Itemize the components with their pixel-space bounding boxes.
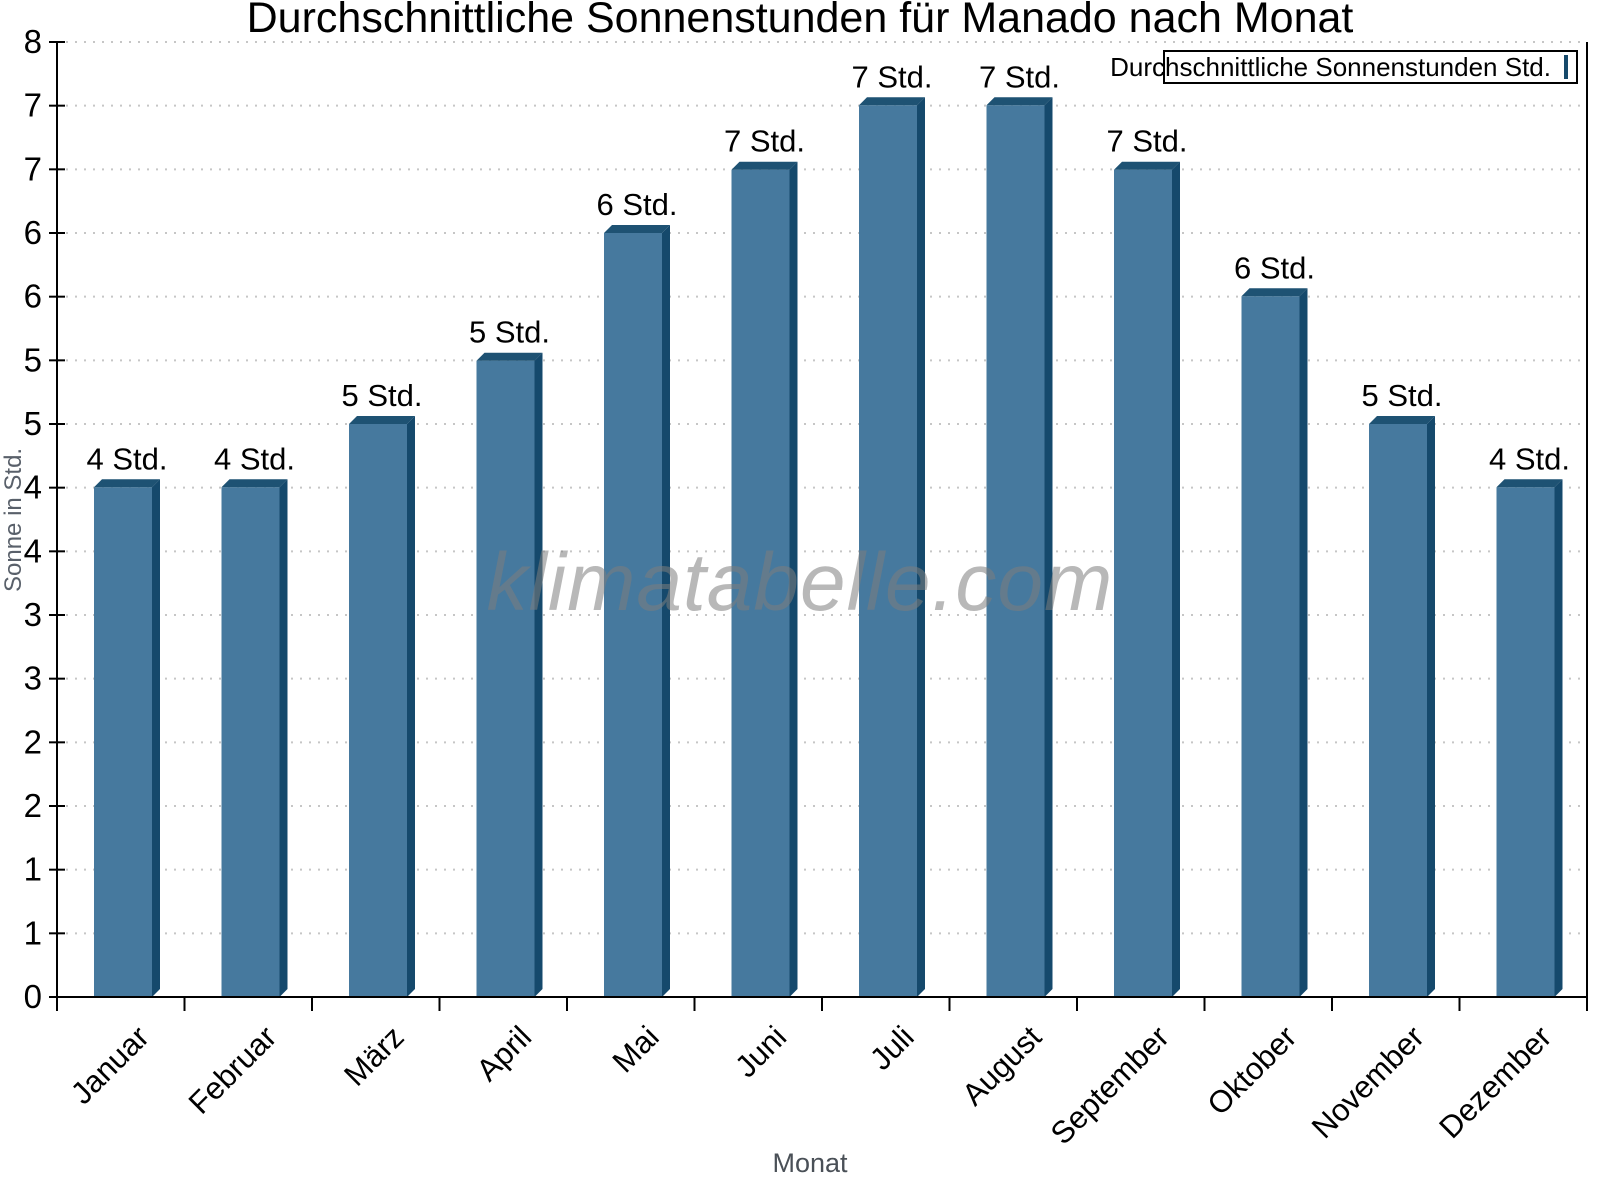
bar-side-face [1299,288,1308,997]
bar-value-label: 5 Std. [1362,378,1443,413]
bar [986,105,1045,998]
bar-side-face [789,161,798,997]
x-category-label: Oktober [1200,1019,1303,1122]
bar-side-face [1172,161,1180,997]
bar-value-label: 5 Std. [342,378,423,413]
y-tick-label: 1 [24,851,42,888]
bar-top-face [859,97,925,106]
legend-label: Durchschnittliche Sonnenstunden Std. [1110,51,1551,82]
legend: Durchschnittliche Sonnenstunden Std. [1110,50,1578,84]
bar-side-face [279,479,288,997]
y-tick-label: 2 [24,787,42,824]
bar-top-face [604,225,670,233]
bar [1369,424,1427,997]
y-tick-label: 8 [24,23,42,60]
x-category-label: Februar [182,1019,284,1121]
bar-side-face [917,97,925,998]
bar [731,169,790,997]
bar-top-face [476,352,543,361]
y-tick-label: 2 [24,723,42,760]
bar-side-face [1427,416,1435,997]
bar-value-label: 4 Std. [87,441,168,476]
bar-top-face [94,479,160,488]
bar-top-face [1241,288,1308,297]
bar [859,105,917,998]
bar-value-label: 5 Std. [469,315,550,350]
bar-side-face [407,416,415,997]
bar-top-face [1496,479,1563,488]
bar-top-face [221,479,288,488]
x-category-label: Mai [606,1019,666,1079]
bar-value-label: 6 Std. [1234,250,1315,285]
x-category-label: März [337,1019,410,1092]
bar-value-label: 4 Std. [214,441,295,476]
y-tick-label: 6 [24,214,42,251]
bar-side-face [662,225,670,997]
x-category-label: Juni [728,1019,793,1084]
y-axis-title: Sonne in Std. [0,447,27,592]
y-tick-label: 5 [24,405,42,442]
bar [1241,296,1300,997]
bar-value-label: 7 Std. [852,59,933,94]
y-tick-label: 0 [24,978,42,1015]
y-tick-label: 3 [24,596,42,633]
bar-top-face [731,161,798,170]
bar-top-face [349,416,415,424]
y-tick-label: 7 [24,150,42,187]
x-category-label: September [1044,1019,1176,1151]
legend-swatch-icon [1564,55,1568,79]
y-tick-label: 6 [24,278,42,315]
x-category-label: Dezember [1432,1019,1558,1145]
bar-side-face [1044,97,1053,998]
x-category-label: April [470,1019,539,1088]
x-category-label: Juli [863,1019,921,1077]
bar-value-label: 4 Std. [1489,441,1570,476]
bar [1496,487,1555,997]
y-tick-label: 3 [24,660,42,697]
x-category-label: November [1305,1019,1431,1145]
bar-value-label: 7 Std. [979,59,1060,94]
bar-value-label: 6 Std. [597,187,678,222]
bar [94,487,152,997]
bar-top-face [1369,416,1435,424]
y-tick-label: 1 [24,914,42,951]
x-category-label: August [955,1019,1048,1112]
y-tick-label: 7 [24,87,42,124]
y-tick-label: 4 [24,469,42,506]
bar [221,487,280,997]
bar [476,360,535,997]
bar-side-face [152,479,160,997]
bar-side-face [1554,479,1563,997]
chart-title: Durchschnittliche Sonnenstunden für Mana… [246,0,1354,42]
bar [349,424,407,997]
bar [604,233,662,997]
x-axis-title: Monat [772,1148,848,1178]
bar-top-face [1114,161,1180,170]
y-tick-label: 4 [24,532,42,569]
bar-top-face [986,97,1053,106]
bar [1114,169,1172,997]
bar-value-label: 7 Std. [1107,124,1188,159]
x-category-label: Januar [64,1019,156,1111]
bar-side-face [534,352,543,997]
bar-value-label: 7 Std. [724,124,805,159]
y-tick-label: 5 [24,341,42,378]
